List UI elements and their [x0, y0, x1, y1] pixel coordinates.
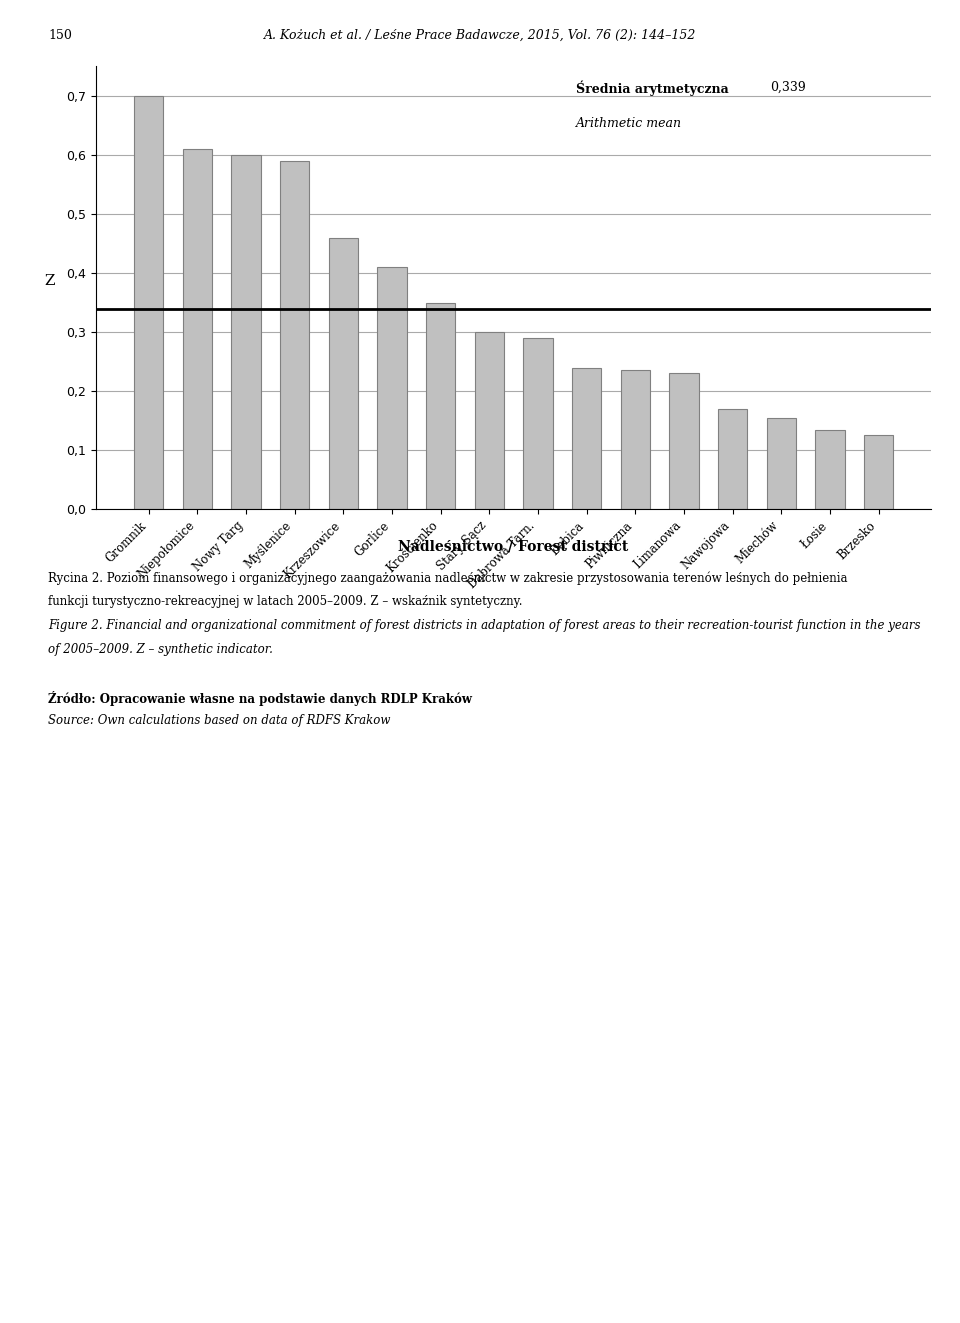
Text: Figure 2. Financial and organizational commitment of forest districts in adaptat: Figure 2. Financial and organizational c… [48, 619, 921, 632]
Bar [134, 95, 163, 509]
Text: Nadleśnictwo / Forest district: Nadleśnictwo / Forest district [398, 540, 629, 554]
Bar [474, 332, 504, 509]
Text: Średnia arytmetyczna: Średnia arytmetyczna [576, 81, 733, 95]
Bar [182, 149, 212, 509]
Bar [280, 160, 309, 509]
Bar [718, 409, 747, 509]
Bar [767, 418, 796, 509]
Text: Arithmetic mean: Arithmetic mean [576, 118, 683, 130]
Bar [815, 430, 845, 509]
Text: 0,339: 0,339 [770, 81, 805, 94]
Bar [426, 303, 455, 509]
Bar [621, 370, 650, 509]
Bar [572, 368, 601, 509]
Text: funkcji turystyczno-rekreacyjnej w latach 2005–2009. Z – wskaźnik syntetyczny.: funkcji turystyczno-rekreacyjnej w latac… [48, 595, 522, 609]
Text: Source: Own calculations based on data of RDFS Krakow: Source: Own calculations based on data o… [48, 714, 391, 728]
Y-axis label: Z: Z [44, 274, 55, 288]
Bar [328, 238, 358, 509]
Text: Rycina 2. Poziom finansowego i organizacyjnego zaangażowania nadleśnictw w zakre: Rycina 2. Poziom finansowego i organizac… [48, 572, 848, 585]
Text: Źródło: Opracowanie własne na podstawie danych RDLP Kraków: Źródło: Opracowanie własne na podstawie … [48, 691, 472, 705]
Bar [231, 155, 260, 509]
Text: A. Kożuch et al. / Leśne Prace Badawcze, 2015, Vol. 76 (2): 144–152: A. Kożuch et al. / Leśne Prace Badawcze,… [264, 29, 696, 42]
Text: of 2005–2009. Z – synthetic indicator.: of 2005–2009. Z – synthetic indicator. [48, 643, 273, 656]
Bar [377, 267, 406, 509]
Bar [864, 435, 893, 509]
Text: 150: 150 [48, 29, 72, 42]
Bar [523, 337, 553, 509]
Bar [669, 373, 699, 509]
